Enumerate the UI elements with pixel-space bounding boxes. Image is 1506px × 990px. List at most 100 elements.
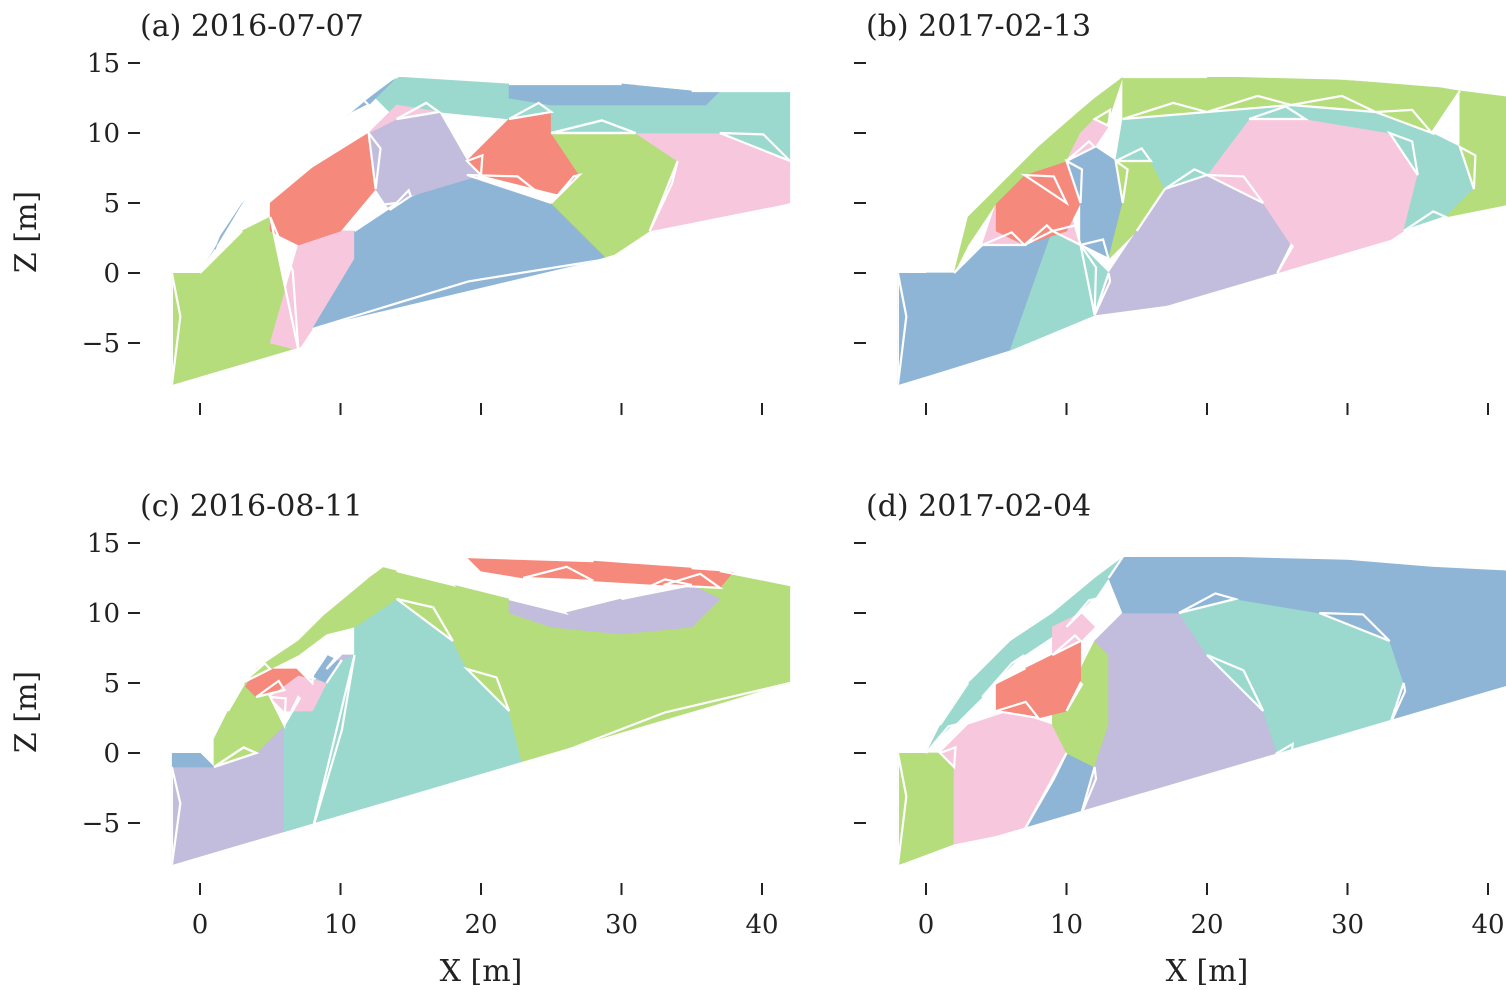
xtick-label: 40: [1471, 910, 1504, 940]
ytick-label: 0: [103, 739, 120, 769]
xtick-label: 0: [918, 910, 935, 940]
mesh-triangle: [199, 249, 217, 274]
mesh-triangle: [388, 188, 413, 211]
mesh-triangle: [1065, 139, 1097, 162]
mesh-triangle: [269, 131, 314, 162]
y-axis-label: Z [m]: [9, 671, 44, 753]
mesh-triangle: [1375, 108, 1436, 136]
mesh-triangle: [1403, 210, 1449, 233]
mesh-triangle: [621, 578, 692, 601]
mesh-triangle: [1079, 766, 1098, 817]
region-salmon: [269, 132, 377, 246]
region-blue: [171, 752, 216, 768]
mesh-triangle: [464, 153, 484, 178]
xtick-label: 10: [324, 910, 357, 940]
panel-title: (b) 2017-02-13: [866, 9, 1091, 44]
mesh-triangle: [1135, 188, 1166, 232]
mesh-triangle: [897, 272, 908, 385]
mesh-triangle: [1122, 77, 1208, 79]
mesh-triangle: [1020, 173, 1070, 207]
mesh-triangle: [283, 695, 302, 726]
region-layer: [897, 77, 1506, 385]
mesh-triangle: [171, 272, 182, 385]
mesh-triangle: [396, 101, 442, 121]
mesh-triangle: [1206, 173, 1265, 204]
mesh-triangle: [508, 77, 622, 86]
mesh-triangle: [1093, 272, 1112, 316]
mesh-triangle: [925, 722, 958, 754]
mesh-triangle: [981, 231, 1028, 247]
mesh-layer: [897, 557, 1407, 865]
mesh-triangle: [663, 572, 724, 590]
ytick-label: 15: [87, 529, 120, 559]
mesh-triangle: [938, 745, 957, 770]
region-pink: [269, 675, 328, 712]
mesh-triangle: [367, 129, 382, 190]
mesh-triangle: [550, 172, 583, 204]
mesh-triangle: [522, 565, 594, 582]
mesh-triangle: [1023, 752, 1068, 831]
mesh-triangle: [1206, 94, 1292, 114]
mesh-triangle: [396, 597, 454, 642]
ytick-label: 0: [103, 259, 120, 289]
mesh-triangle: [199, 230, 243, 274]
mesh-triangle: [1092, 107, 1112, 128]
panel-title: (a) 2016-07-07: [140, 9, 364, 44]
mesh-triangle: [312, 257, 608, 331]
mesh-triangle: [1248, 105, 1310, 121]
panel-title: (c) 2016-08-11: [140, 489, 363, 524]
mesh-triangle: [1064, 158, 1084, 204]
mesh-triangle: [1107, 557, 1126, 579]
xtick-label: 40: [745, 910, 778, 940]
mesh-triangle: [1178, 592, 1240, 615]
mesh-triangle: [1077, 238, 1111, 262]
mesh-triangle: [463, 666, 511, 712]
mesh-triangle: [508, 592, 569, 616]
mesh-triangle: [953, 242, 986, 274]
region-green: [171, 216, 299, 385]
mesh-triangle: [1457, 144, 1477, 190]
mesh-triangle: [269, 216, 300, 351]
panel-d: (d) 2017-02-04 0 10 20 30 40 X [m]: [854, 489, 1506, 989]
mesh-triangle: [719, 131, 791, 163]
mesh-triangle: [339, 87, 371, 113]
mesh-triangle: [466, 173, 552, 205]
panel-title: (d) 2017-02-04: [866, 489, 1091, 524]
x-axis-label: X [m]: [1166, 954, 1249, 989]
panel-c: (c) 2016-08-11 15 10 5 0 −5 0 10 20 30 40 Z [m] X [m…: [9, 489, 791, 989]
mesh-triangle: [1291, 94, 1377, 114]
mesh-triangle: [311, 654, 356, 831]
mesh-triangle: [1023, 223, 1055, 246]
mesh-triangle: [269, 131, 314, 169]
mesh-triangle: [311, 652, 329, 677]
region-pink: [939, 710, 1067, 845]
mesh-triangle: [1388, 682, 1407, 726]
xtick-label: 30: [1331, 910, 1364, 940]
mesh-triangle: [648, 160, 679, 232]
mesh-triangle: [1164, 168, 1211, 191]
mesh-triangle: [1049, 224, 1083, 248]
ytick-label: −5: [82, 809, 120, 839]
mesh-triangle: [379, 77, 400, 79]
ytick-label: 15: [87, 49, 120, 79]
mesh-triangle: [1079, 244, 1098, 316]
mesh-triangle: [171, 766, 182, 865]
panel-b: (b) 2017-02-13: [854, 9, 1506, 415]
region-layer: [171, 77, 791, 385]
mesh-triangle: [1114, 158, 1129, 204]
mesh-triangle: [1430, 90, 1461, 134]
mesh-triangle: [508, 101, 555, 121]
mesh-triangle: [255, 679, 287, 699]
region-layer: [897, 557, 1506, 865]
mesh-triangle: [339, 97, 371, 120]
mesh-triangle: [995, 700, 1042, 720]
mesh-triangle: [325, 648, 343, 670]
mesh-triangle: [241, 661, 273, 684]
region-green: [897, 752, 955, 865]
mesh-triangle: [1065, 596, 1099, 628]
mesh-triangle: [1386, 130, 1419, 176]
xtick-label: 30: [605, 910, 638, 940]
mesh-triangle: [1122, 101, 1208, 121]
ytick-label: 10: [87, 119, 120, 149]
xtick-label: 10: [1050, 910, 1083, 940]
